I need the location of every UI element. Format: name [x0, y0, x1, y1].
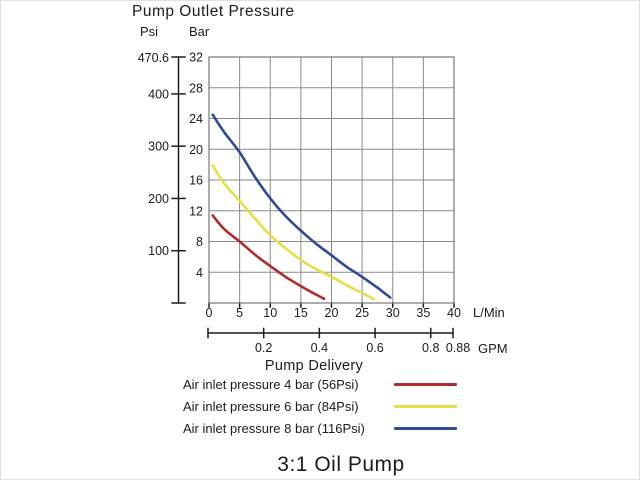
bar-axis-unit-label: Bar [189, 24, 210, 39]
gpm-tick-label: 0.4 [311, 341, 328, 355]
lmin-tick-label: 25 [355, 306, 369, 320]
psi-max-label: 470.6 [138, 51, 169, 65]
legend-line-swatch [394, 405, 457, 409]
series-curve-3 [211, 113, 392, 299]
gpm-tick-label: 0.2 [255, 341, 272, 355]
chart-legend: Air inlet pressure 4 bar (56Psi) Air inle… [183, 373, 457, 440]
lmin-tick-label: 10 [263, 306, 277, 320]
legend-item-2: Air inlet pressure 6 bar (84Psi) [183, 395, 457, 417]
lmin-tick-label: 35 [416, 306, 430, 320]
series-curve-1 [211, 214, 326, 301]
bar-tick-label: 20 [189, 143, 203, 157]
bar-tick-label: 4 [196, 266, 203, 280]
legend-label: Air inlet pressure 4 bar (56Psi) [183, 376, 359, 392]
bar-tick-label: 24 [189, 112, 203, 126]
psi-tick-label: 300 [148, 140, 169, 154]
chart-graphics: 4 8 12 16 20 24 28 32 0 5 10 15 20 25 30 35 40 470.6 100 20… [138, 51, 470, 356]
legend-item-3: Air inlet pressure 8 bar (116Psi) [183, 418, 457, 440]
psi-tick-label: 100 [148, 244, 169, 258]
lmin-tick-label: 40 [447, 306, 461, 320]
plot-border [208, 56, 455, 304]
bar-tick-label: 16 [189, 174, 203, 188]
x-axis-title: Pump Delivery [265, 358, 364, 374]
gpm-tick-label: 0.6 [366, 341, 383, 355]
gpm-tick-label: 0.8 [422, 341, 439, 355]
bar-tick-label: 8 [196, 235, 203, 249]
lmin-tick-label: 0 [206, 306, 213, 320]
lmin-tick-label: 20 [325, 306, 339, 320]
lmin-axis-unit-label: L/Min [473, 305, 505, 320]
chart-title: Pump Outlet Pressure [132, 3, 294, 20]
legend-label: Air inlet pressure 6 bar (84Psi) [183, 399, 359, 415]
gpm-axis-unit-label: GPM [478, 341, 508, 356]
lmin-tick-label: 5 [236, 306, 243, 320]
legend-item-1: Air inlet pressure 4 bar (56Psi) [183, 373, 457, 395]
lmin-tick-label: 30 [386, 306, 400, 320]
page-title: 3:1 Oil Pump [277, 453, 404, 476]
legend-label: Air inlet pressure 8 bar (116Psi) [183, 421, 365, 437]
legend-line-swatch [394, 427, 457, 431]
psi-tick-label: 400 [148, 87, 169, 101]
bar-tick-label: 32 [189, 51, 203, 65]
series-curve-2 [211, 164, 376, 301]
psi-tick-label: 200 [148, 192, 169, 206]
bar-tick-label: 12 [189, 204, 203, 218]
gpm-tick-label: 0.88 [446, 341, 470, 355]
legend-line-swatch [394, 382, 457, 386]
lmin-tick-label: 15 [294, 306, 308, 320]
psi-axis-unit-label: Psi [140, 24, 158, 39]
bar-tick-label: 28 [189, 81, 203, 95]
